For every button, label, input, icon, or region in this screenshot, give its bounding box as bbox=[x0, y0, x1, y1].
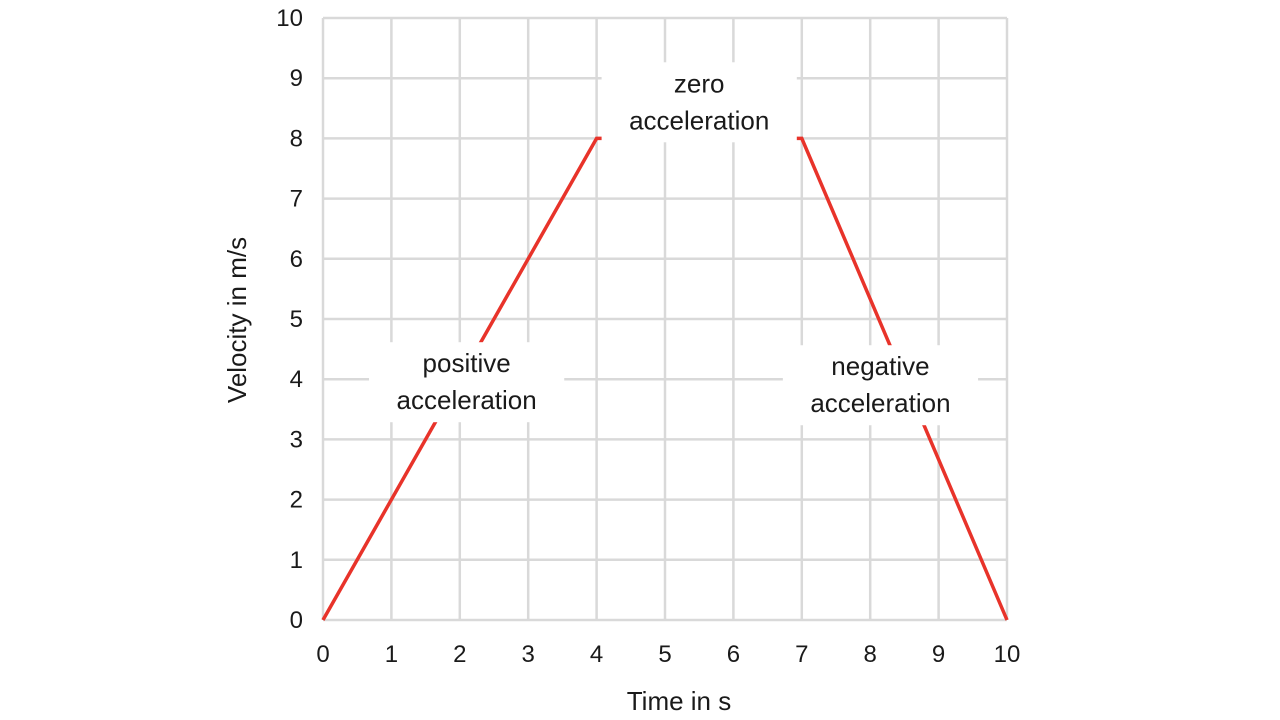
y-tick-label: 3 bbox=[290, 426, 303, 453]
x-tick-label: 3 bbox=[522, 641, 535, 668]
annotation-label: positive acceleration bbox=[369, 342, 565, 423]
annotation-text-line: acceleration bbox=[397, 385, 537, 415]
x-tick-label: 1 bbox=[385, 641, 398, 668]
y-axis-title: Velocity in m/s bbox=[222, 237, 252, 403]
y-tick-label: 10 bbox=[276, 5, 303, 32]
y-tick-label: 9 bbox=[290, 65, 303, 92]
y-tick-label: 0 bbox=[290, 607, 303, 634]
x-tick-label: 10 bbox=[994, 641, 1021, 668]
annotation-text-line: acceleration bbox=[629, 105, 769, 135]
x-tick-label: 0 bbox=[316, 641, 329, 668]
x-tick-label: 4 bbox=[590, 641, 603, 668]
x-tick-label: 7 bbox=[795, 641, 808, 668]
x-axis-title: Time in s bbox=[627, 686, 732, 716]
y-tick-label: 2 bbox=[290, 487, 303, 514]
x-tick-label: 9 bbox=[932, 641, 945, 668]
annotation-background bbox=[601, 62, 797, 143]
annotations: zeroaccelerationpositiveaccelerationnega… bbox=[369, 62, 979, 426]
y-tick-label: 4 bbox=[290, 366, 303, 393]
annotation-text-line: acceleration bbox=[810, 388, 950, 418]
annotation-background bbox=[782, 345, 979, 426]
annotation-label: negative acceleration bbox=[782, 345, 979, 426]
x-tick-label: 2 bbox=[453, 641, 466, 668]
annotation-background bbox=[369, 342, 565, 423]
y-tick-label: 7 bbox=[290, 186, 303, 213]
annotation-text-line: positive bbox=[423, 348, 511, 378]
tick-labels: 0 1 2 3 4 5 6 7 8 9 10 0 1 2 3 4 5 6 7 8 9 10 bbox=[276, 5, 1020, 668]
x-tick-label: 5 bbox=[658, 641, 671, 668]
y-tick-label: 8 bbox=[290, 125, 303, 152]
x-tick-label: 6 bbox=[727, 641, 740, 668]
annotation-text-line: zero bbox=[674, 68, 725, 98]
x-tick-label: 8 bbox=[864, 641, 877, 668]
annotation-text-line: negative bbox=[831, 351, 929, 381]
annotation-label: zero acceleration bbox=[601, 62, 797, 143]
y-tick-label: 6 bbox=[290, 246, 303, 273]
y-tick-label: 1 bbox=[290, 547, 303, 574]
y-tick-label: 5 bbox=[290, 306, 303, 333]
